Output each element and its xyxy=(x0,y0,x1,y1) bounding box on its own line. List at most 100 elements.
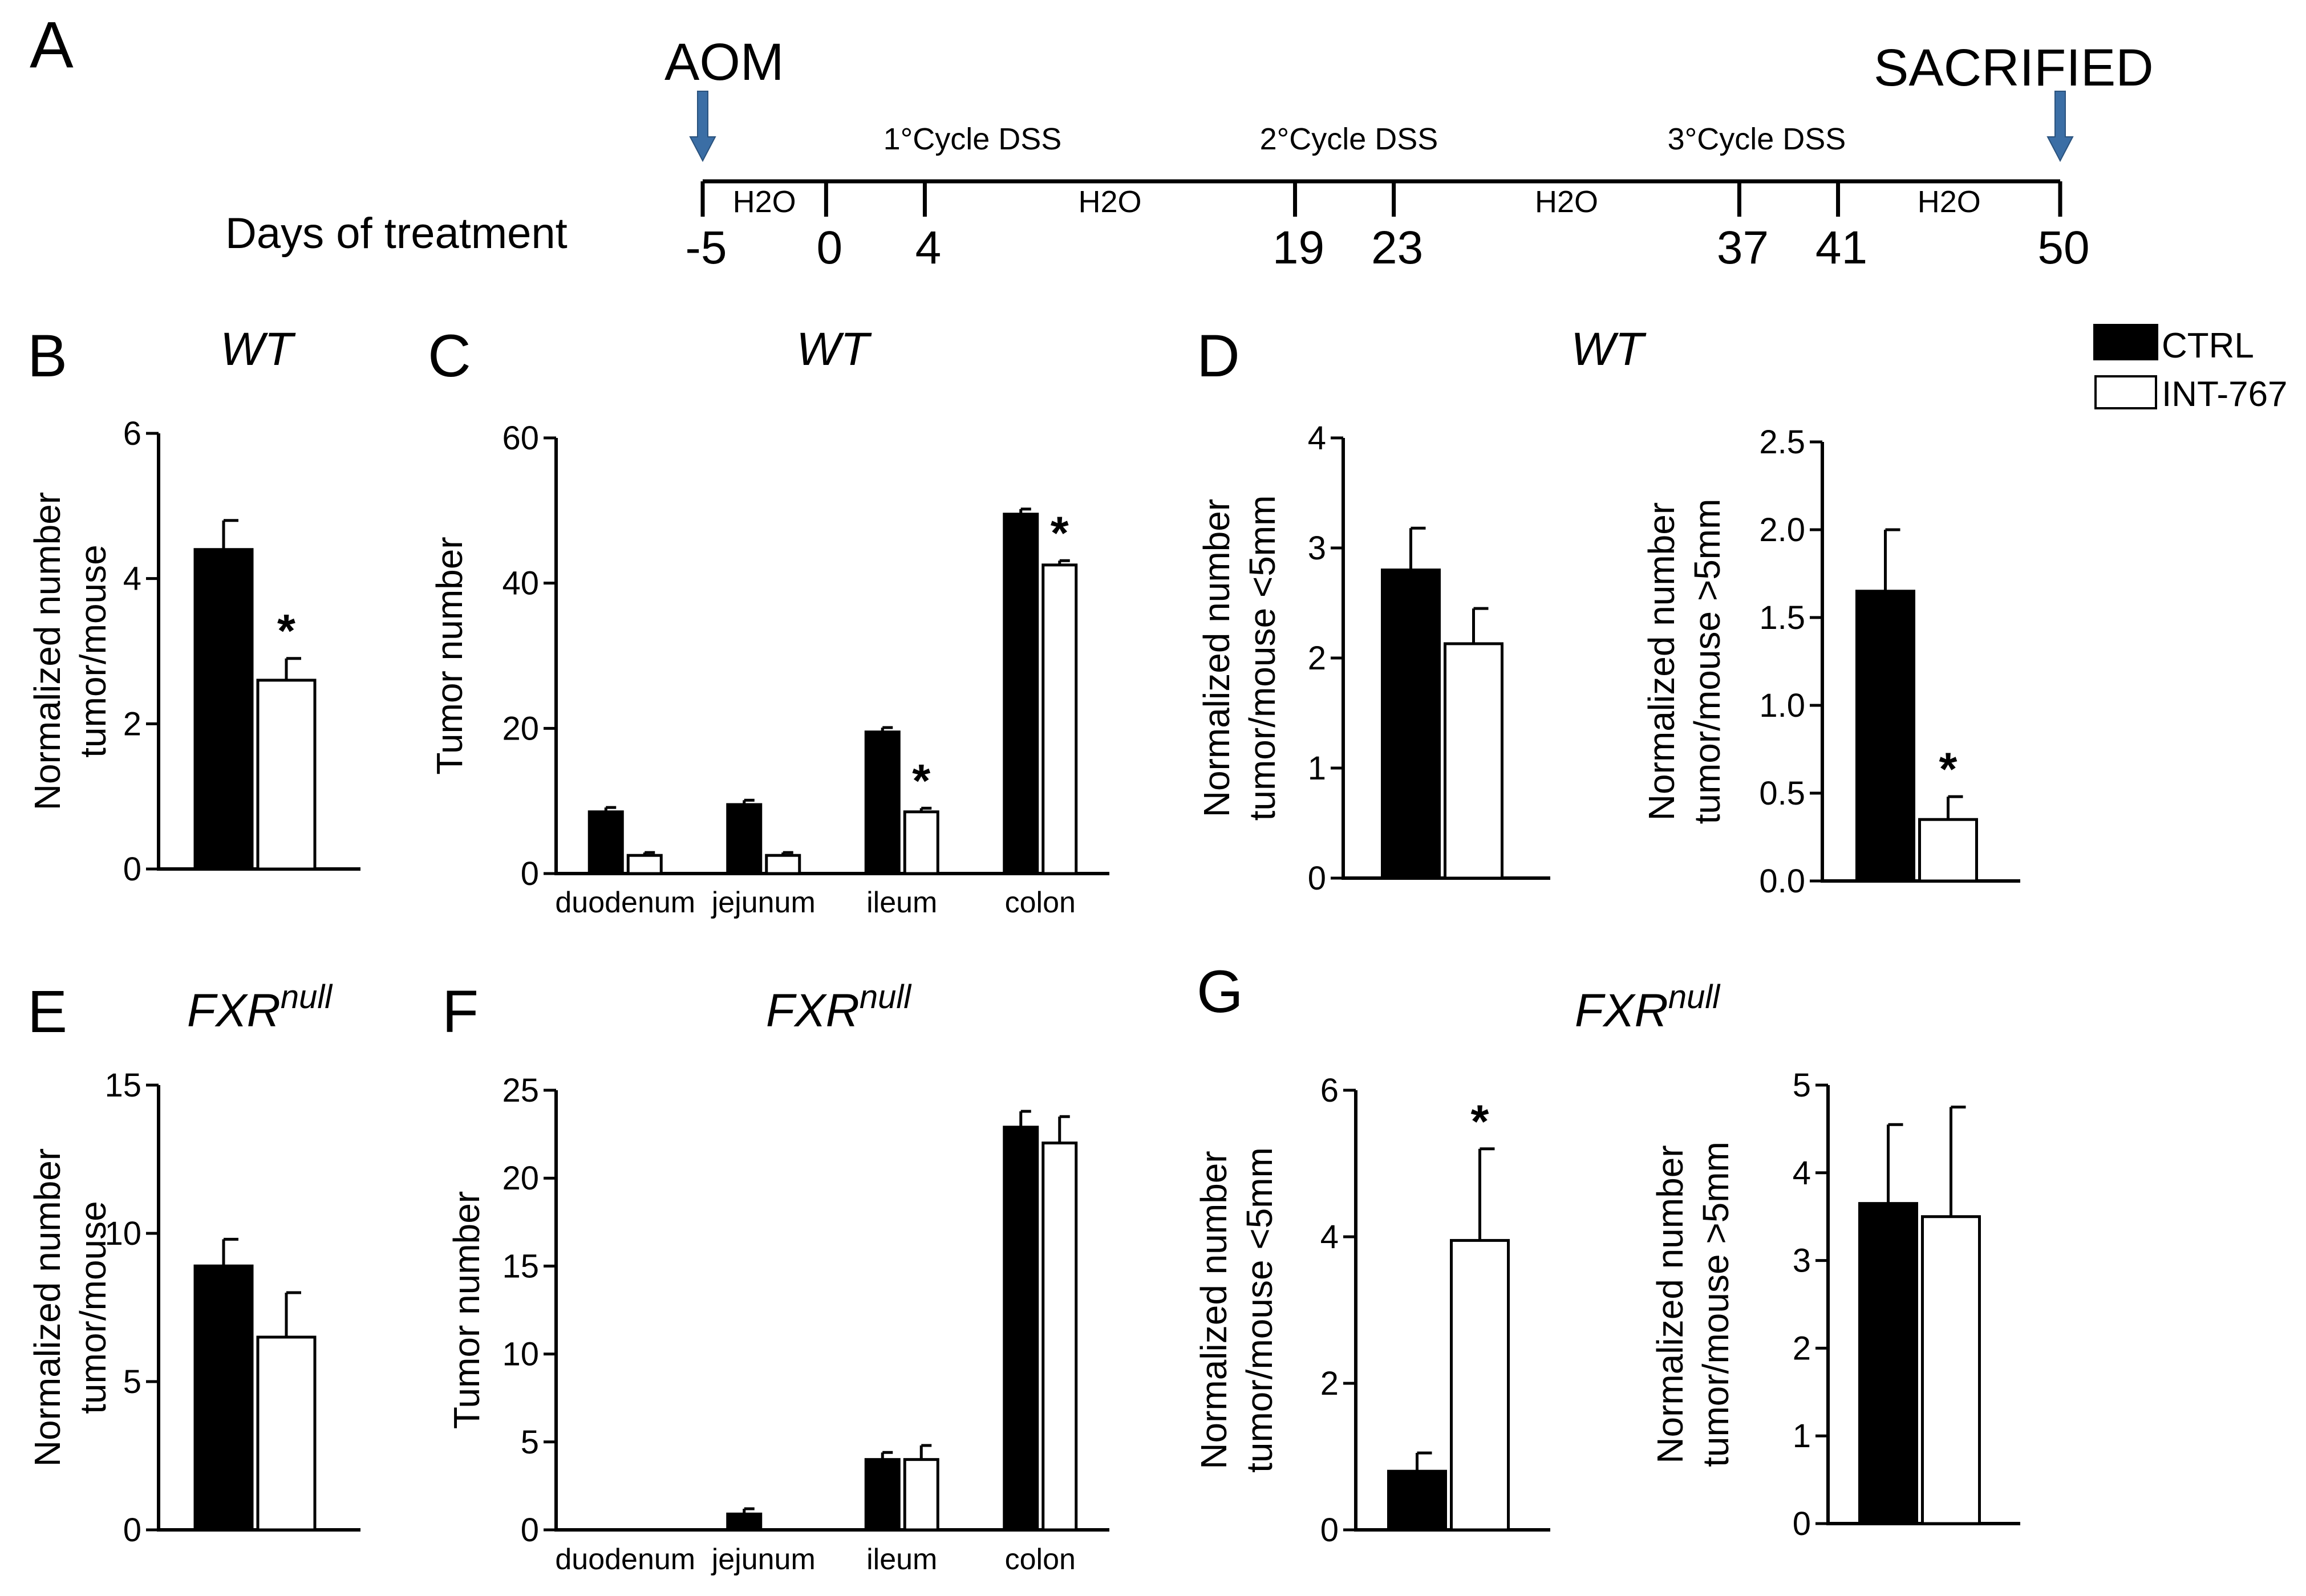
bar-3-0-ctrl xyxy=(1855,590,1915,883)
chart-f-5: FXRnull 0 5 10 15 20 25 Tumor number duodenum jej… xyxy=(446,978,1109,1576)
chart-title-6: FXRnull xyxy=(1575,978,1721,1037)
y-axis-label-1: Tumor number xyxy=(429,537,470,774)
legend: CTRL INT-767 xyxy=(2093,324,2288,414)
timeline-day-label-0: -5 xyxy=(686,222,727,274)
chart-title-superscript-5: null xyxy=(860,978,912,1016)
y-tick-label-6-2: 4 xyxy=(1320,1219,1339,1256)
y-axis-label-line1-7: Normalized number xyxy=(1650,1145,1691,1463)
y-tick-label-1-1: 20 xyxy=(502,710,539,747)
y-tick-label-1-2: 40 xyxy=(502,565,539,602)
bar-2-0-int-767 xyxy=(1444,642,1503,880)
significance-marker-3-0: * xyxy=(1939,744,1958,795)
y-axis-label-line1-0: Normalized number xyxy=(27,492,68,810)
y-tick-label-5-4: 20 xyxy=(502,1160,539,1197)
category-label-5-2: ileum xyxy=(866,1543,937,1576)
y-axis-label-line2-4: tumor/mouse xyxy=(72,1201,114,1414)
h2o-label-0: H2O xyxy=(733,185,796,219)
y-tick-label-7-3: 3 xyxy=(1793,1242,1811,1280)
y-axis-label-line2-3: tumor/mouse >5mm xyxy=(1687,499,1728,825)
y-axis-label-5: Tumor number xyxy=(446,1191,487,1429)
legend-ctrl-swatch xyxy=(2093,324,2158,360)
h2o-label-3: H2O xyxy=(1918,185,1981,219)
chart-title-1: WT xyxy=(796,323,872,375)
y-tick-label-0-3: 6 xyxy=(123,415,141,452)
y-tick-label-6-3: 6 xyxy=(1320,1072,1339,1109)
y-axis-label-line2-6: tumor/mouse <5mm xyxy=(1239,1147,1280,1473)
y-tick-label-5-2: 10 xyxy=(502,1336,539,1373)
timeline-day-label-5: 37 xyxy=(1717,222,1769,274)
y-tick-label-1-3: 60 xyxy=(502,420,539,457)
y-axis-label-line1-6: Normalized number xyxy=(1193,1151,1234,1469)
category-label-1-2: ileum xyxy=(866,886,937,919)
sacrified-arrow xyxy=(2046,91,2074,163)
bar-0-0-int-767 xyxy=(256,679,317,871)
bar-5-3-int-767 xyxy=(1041,1142,1078,1532)
bar-7-0-int-767 xyxy=(1921,1215,1981,1525)
chart-c-1: WT 0 20 40 60 Tumor number duodenum jejunum ileu… xyxy=(429,323,1109,919)
category-label-5-3: colon xyxy=(1005,1543,1076,1576)
bar-7-0-ctrl xyxy=(1858,1202,1918,1525)
y-axis-label-line2-0: tumor/mouse xyxy=(72,545,114,757)
bar-1-0-int-767 xyxy=(626,854,663,875)
timeline-day-label-4: 23 xyxy=(1371,222,1423,274)
bar-1-0-ctrl xyxy=(587,810,624,875)
timeline-day-label-6: 41 xyxy=(1815,222,1867,274)
bar-6-0-ctrl xyxy=(1387,1469,1447,1532)
bar-6-0-int-767 xyxy=(1450,1238,1510,1532)
y-axis-label-line2-2: tumor/mouse <5mm xyxy=(1242,496,1283,821)
cycle-3-label: 3°Cycle DSS xyxy=(1668,122,1846,156)
bar-5-2-ctrl xyxy=(864,1458,901,1532)
chart-g-7: 0 1 2 3 4 5 Normalized number tumor/mouse >5mm xyxy=(1650,1067,2020,1542)
legend-int767-label: INT-767 xyxy=(2162,375,2288,414)
y-tick-label-3-5: 2.5 xyxy=(1759,424,1805,461)
significance-marker-6-0: * xyxy=(1471,1096,1489,1148)
y-tick-label-2-1: 1 xyxy=(1308,750,1326,787)
y-tick-label-6-0: 0 xyxy=(1320,1512,1339,1549)
cycle-1-label: 1°Cycle DSS xyxy=(884,122,1062,156)
chart-title-4: FXRnull xyxy=(187,978,333,1037)
bar-1-2-ctrl xyxy=(864,730,901,875)
bar-5-1-ctrl xyxy=(726,1512,763,1532)
aom-arrow xyxy=(689,91,716,163)
y-tick-label-2-0: 0 xyxy=(1308,860,1326,897)
y-tick-label-7-0: 0 xyxy=(1793,1505,1811,1542)
bar-3-0-int-767 xyxy=(1918,818,1978,883)
panel-letter-c: C xyxy=(428,323,471,389)
y-tick-label-5-1: 5 xyxy=(521,1424,539,1461)
y-tick-label-5-5: 25 xyxy=(502,1072,539,1109)
y-axis-label-line1-3: Normalized number xyxy=(1641,502,1682,821)
y-tick-label-2-4: 4 xyxy=(1308,420,1326,457)
chart-title-superscript-4: null xyxy=(281,978,333,1016)
y-tick-label-5-3: 15 xyxy=(502,1248,539,1285)
chart-title-0: WT xyxy=(220,323,295,375)
category-label-5-0: duodenum xyxy=(555,1543,695,1576)
significance-marker-1-1: * xyxy=(1051,507,1069,559)
category-label-1-0: duodenum xyxy=(555,886,695,919)
timeline-day-label-2: 4 xyxy=(915,222,942,274)
y-tick-label-2-2: 2 xyxy=(1308,640,1326,677)
category-label-1-3: colon xyxy=(1005,886,1076,919)
bar-5-3-ctrl xyxy=(1003,1126,1039,1532)
sacrified-label: SACRIFIED xyxy=(1874,39,2154,97)
y-tick-label-3-4: 2.0 xyxy=(1759,511,1805,549)
y-tick-label-4-1: 5 xyxy=(123,1363,141,1400)
panel-letter-a: A xyxy=(30,9,74,82)
legend-int767-swatch xyxy=(2094,375,2157,409)
bar-5-2-int-767 xyxy=(903,1458,939,1532)
treatment-timeline: Days of treatment AOM SACRIFIED 1°Cycle … xyxy=(225,33,2154,274)
y-tick-label-5-0: 0 xyxy=(521,1512,539,1549)
panel-letter-e: E xyxy=(27,978,67,1045)
chart-d-2: WT 0 1 2 3 4 Normalized number tumor/mouse <5mm xyxy=(1196,323,1647,897)
timeline-day-label-1: 0 xyxy=(817,222,843,274)
chart-title-superscript-6: null xyxy=(1668,978,1721,1016)
panel-letter-b: B xyxy=(27,323,67,389)
chart-e-4: FXRnull 0 5 10 15 Normalized number tumor/mous… xyxy=(27,978,360,1549)
aom-label: AOM xyxy=(664,33,784,91)
bar-1-3-int-767 xyxy=(1041,563,1078,875)
bar-1-1-ctrl xyxy=(726,803,763,875)
category-label-1-1: jejunum xyxy=(711,886,816,919)
y-tick-label-4-0: 0 xyxy=(123,1512,141,1549)
panel-letter-f: F xyxy=(442,978,479,1045)
